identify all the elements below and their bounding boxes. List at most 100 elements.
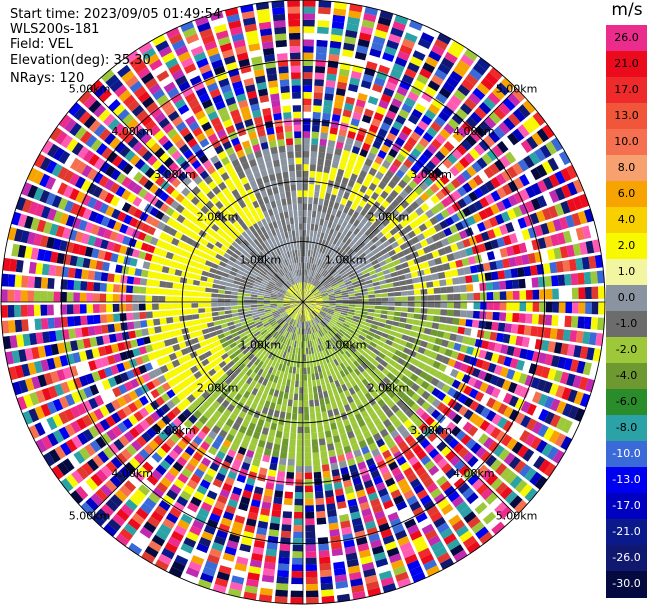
radar-gate [389,330,397,337]
radar-gate [451,325,459,334]
radar-gate [495,482,508,495]
radar-gate [335,210,343,218]
radar-gate [390,559,405,570]
radar-gate [588,332,597,346]
radar-gate [536,128,550,143]
radar-gate [306,229,310,237]
radar-gate [158,296,166,302]
radar-gate [99,282,107,292]
radar-gate [310,320,314,327]
radar-gate [535,439,548,454]
radar-gate [569,228,579,242]
radar-gate [514,398,525,410]
radar-gate [211,307,219,312]
radar-gate [303,308,305,316]
radar-gate [463,397,474,408]
radar-gate [372,35,386,46]
radar-gate [434,116,446,128]
radar-gate [100,484,113,497]
radar-gate [348,309,355,313]
radar-gate [309,170,316,178]
radar-gate [463,511,477,524]
radar-gate [333,254,340,261]
radar-gate [164,542,178,554]
radar-gate [192,314,200,320]
radar-gate [359,265,367,272]
radar-gate [427,295,435,301]
radar-gate [546,220,556,234]
radar-gate [532,289,540,300]
radar-gate [354,246,361,254]
radar-gate [420,411,430,422]
radar-gate [449,165,460,177]
radar-gate [363,451,373,461]
radar-gate [368,533,381,543]
radar-gate [457,267,465,276]
radar-gate [404,369,414,379]
radar-gate [378,389,387,399]
radar-gate [378,522,391,533]
radar-gate [490,427,502,439]
radar-gate [383,116,394,126]
radar-gate [434,425,445,436]
radar-gate [320,185,327,193]
radar-gate [154,559,169,572]
radar-gate [451,190,462,201]
radar-gate [341,308,349,312]
radar-gate [330,541,342,550]
radar-gate [334,147,343,156]
radar-gate [146,279,154,287]
radar-gate [312,118,321,126]
radar-gate [307,276,310,283]
radar-gate [326,287,333,292]
radar-gate [385,244,394,252]
radar-gate [457,186,467,197]
radar-gate [250,307,258,311]
radar-gate [352,235,360,243]
radar-gate [326,369,332,377]
radar-gate [475,526,489,540]
radar-gate [363,13,377,23]
radar-gate [333,366,339,374]
radar-gate [380,248,388,256]
radar-gate [299,308,302,315]
radar-gate [379,235,388,244]
radar-gate [394,246,402,254]
radar-gate [339,122,349,131]
radar-gate [91,513,106,527]
radar-gate [304,479,313,486]
radar-gate [275,325,281,332]
radar-gate [336,364,343,372]
radar-gate [306,307,312,313]
radar-gate [350,371,357,379]
radar-gate [584,316,592,330]
radar-gate [332,237,339,245]
radar-gate [397,50,410,61]
radar-gate [424,109,437,120]
radar-gate [424,219,433,229]
radar-gate [281,378,287,386]
radar-gate [585,302,592,315]
radar-gate [553,154,565,169]
radar-gate [459,249,468,258]
radar-gate [363,514,374,524]
radar-gate [455,430,467,441]
radar-gate [66,292,74,302]
radar-gate [538,459,551,474]
radar-gate [385,194,395,204]
radar-gate [406,284,414,290]
radar-gate [94,271,102,281]
radar-gate [375,408,384,417]
radar-gate [341,526,353,535]
radar-gate [418,518,431,529]
radar-gate [307,306,314,311]
radar-gate [198,303,205,308]
radar-gate [326,234,332,242]
radar-gate [460,434,472,446]
radar-gate [370,380,378,388]
radar-gate [311,373,316,381]
radar-gate [348,504,360,514]
radar-gate [329,346,336,353]
radar-gate [595,332,604,347]
radar-gate [125,499,138,512]
